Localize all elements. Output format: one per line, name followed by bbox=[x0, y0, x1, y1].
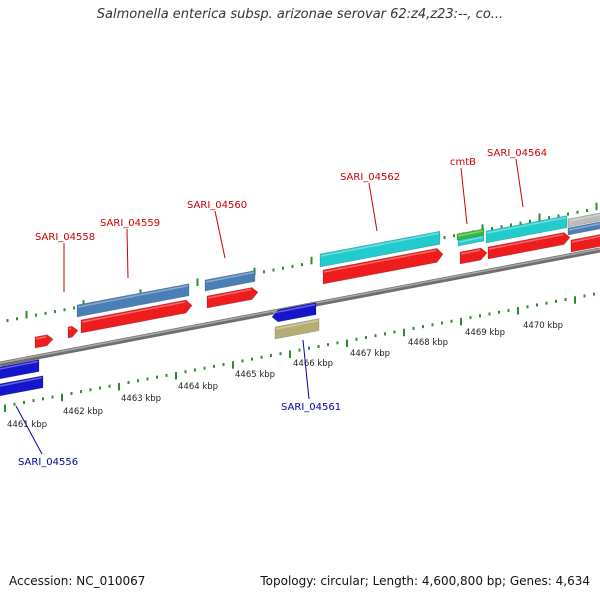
gene-leader-line bbox=[214, 210, 226, 259]
cds-next-gray-block-highlight bbox=[568, 214, 600, 222]
cds-cmtb-cds-highlight bbox=[460, 249, 481, 255]
gene-label: SARI_04560 bbox=[187, 200, 247, 211]
cds-cmtb-sub-block-highlight bbox=[458, 236, 484, 243]
genome-title: Salmonella enterica subsp. arizonae sero… bbox=[96, 7, 504, 22]
cds-sari-04561-block bbox=[274, 318, 320, 340]
scale-label-layer: 4461 kbp 4462 kbp 4463 kbp 4464 kbp 4465 kbp… bbox=[7, 321, 563, 430]
cds-sari-04560-block bbox=[204, 270, 256, 292]
cds-sari-04559-cds bbox=[80, 299, 193, 334]
cds-sari-04556-cds-highlight bbox=[0, 376, 43, 387]
cds-sari-04562-block-highlight bbox=[320, 232, 440, 257]
gene-leader-line bbox=[302, 339, 310, 400]
gene-label: cmtB bbox=[450, 157, 476, 168]
gene-label-layer: SARI_04556 SARI_04558 SARI_04559 SARI_04560… bbox=[15, 148, 547, 468]
cds-sari-04560-block-highlight bbox=[205, 271, 255, 283]
gene-label: SARI_04558 bbox=[35, 232, 95, 243]
cds-sari-04561-block-highlight bbox=[275, 319, 319, 330]
gene-leader-line bbox=[126, 228, 129, 279]
cds-sari-04562-cds-highlight bbox=[323, 249, 437, 273]
cds-cmtb-block-highlight bbox=[457, 230, 484, 237]
cds-sari-04556-cds bbox=[0, 375, 44, 397]
cds-sari-04559-block-highlight bbox=[77, 284, 189, 308]
cds-sari-04558-cds-highlight bbox=[35, 335, 47, 340]
cds-sari-04559-cds-highlight bbox=[81, 301, 186, 323]
cds-small-cds bbox=[67, 325, 79, 339]
genome-summary-text: Topology: circular; Length: 4,600,800 bp… bbox=[260, 574, 590, 588]
scale-label: 4470 kbp bbox=[523, 321, 563, 331]
gene-label: SARI_04561 bbox=[281, 402, 341, 413]
scale-label: 4464 kbp bbox=[178, 382, 218, 392]
cds-sari-04562-block bbox=[319, 230, 441, 268]
cds-next-blue-block-highlight bbox=[568, 223, 600, 231]
scale-label: 4466 kbp bbox=[293, 359, 333, 369]
scale-label: 4467 kbp bbox=[350, 349, 390, 359]
cds-sari-04558-cds bbox=[34, 334, 54, 349]
gene-leader-line bbox=[15, 405, 43, 455]
scale-label: 4465 kbp bbox=[235, 370, 275, 380]
cds-sari-04559-block bbox=[76, 283, 190, 318]
gene-leader-line bbox=[515, 158, 524, 208]
cds-next-gray-block bbox=[567, 212, 600, 228]
cds-sari-04561-cds bbox=[271, 302, 317, 323]
cds-sari-04560-cds-highlight bbox=[207, 288, 252, 299]
gene-label: SARI_04562 bbox=[340, 172, 400, 183]
gene-label: SARI_04556 bbox=[18, 457, 78, 468]
inner-tick-track bbox=[4, 292, 595, 413]
cds-sari-04556-block bbox=[0, 359, 40, 380]
cds-cmtb-cds bbox=[459, 247, 488, 265]
cds-cmtb-block bbox=[456, 228, 485, 241]
cds-cmtb-sub-block bbox=[457, 234, 485, 247]
gene-leader-line bbox=[460, 167, 468, 225]
cds-next-blue-block bbox=[567, 221, 600, 236]
cds-sari-04564-cds bbox=[487, 232, 571, 260]
scale-label: 4468 kbp bbox=[408, 338, 448, 348]
cds-sari-04564-block-highlight bbox=[486, 216, 567, 234]
scale-label: 4469 kbp bbox=[465, 328, 505, 338]
scale-label: 4463 kbp bbox=[121, 394, 161, 404]
gene-label: SARI_04564 bbox=[487, 148, 547, 159]
feature-track bbox=[0, 212, 600, 397]
gene-leader-line bbox=[368, 182, 378, 232]
cds-sari-04562-cds bbox=[322, 248, 444, 285]
scale-label: 4462 kbp bbox=[63, 407, 103, 417]
cds-next-red-block bbox=[570, 234, 600, 253]
cds-sari-04564-cds-highlight bbox=[488, 233, 564, 250]
cds-sari-04561-cds-highlight bbox=[272, 303, 316, 314]
cds-sari-04560-cds bbox=[206, 287, 259, 309]
gene-label: SARI_04559 bbox=[100, 218, 160, 229]
cds-sari-04564-block bbox=[485, 215, 568, 244]
scale-label: 4461 kbp bbox=[7, 420, 47, 430]
accession-text: Accession: NC_010067 bbox=[9, 574, 146, 588]
cds-small-cds-highlight bbox=[68, 327, 72, 330]
cds-sari-04556-block-highlight bbox=[0, 360, 39, 370]
